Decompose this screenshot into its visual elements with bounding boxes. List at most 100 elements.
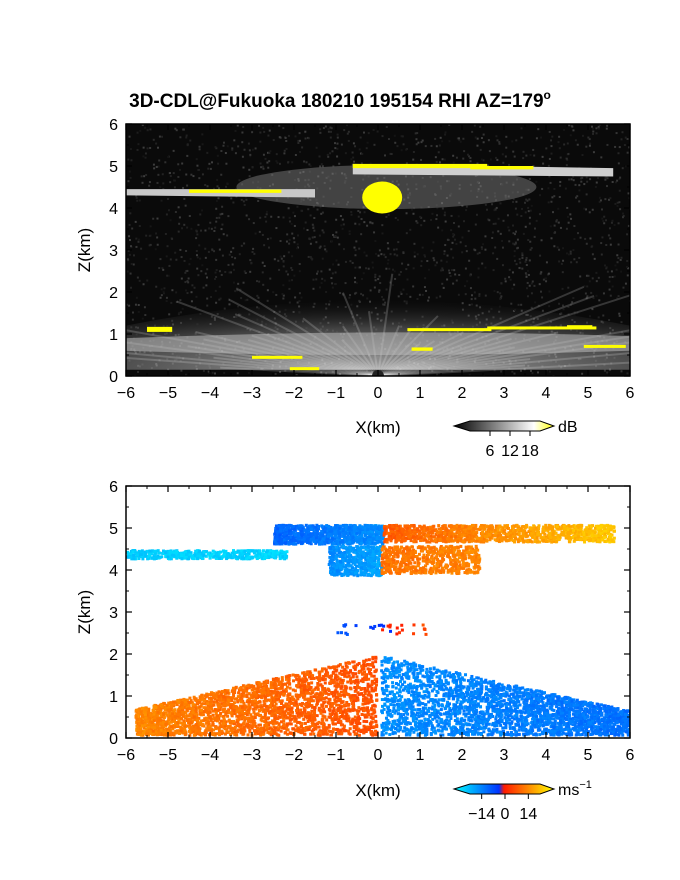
noise-pixel [477, 190, 480, 193]
velocity-pixel [472, 534, 476, 538]
velocity-pixel [370, 562, 374, 566]
velocity-pixel [574, 537, 578, 541]
noise-pixel [604, 176, 607, 179]
noise-pixel [206, 268, 209, 271]
high-reflectivity-patch [147, 326, 173, 332]
velocity-pixel [362, 546, 366, 550]
noise-pixel [569, 213, 572, 216]
noise-pixel [542, 278, 545, 281]
noise-pixel [548, 130, 551, 133]
noise-pixel [474, 174, 477, 177]
noise-pixel [321, 229, 324, 232]
velocity-pixel [518, 539, 522, 543]
noise-pixel [616, 201, 619, 204]
noise-pixel [430, 218, 433, 221]
noise-pixel [441, 158, 444, 161]
velocity-pixel [593, 537, 597, 541]
noise-pixel [128, 304, 131, 307]
noise-pixel [547, 272, 550, 275]
noise-pixel [431, 212, 434, 215]
noise-pixel [627, 224, 630, 227]
velocity-pixel [350, 529, 354, 533]
noise-pixel [347, 201, 350, 204]
noise-pixel [559, 180, 562, 183]
noise-pixel [621, 167, 624, 170]
noise-pixel [412, 150, 415, 153]
velocity-pixel [346, 549, 350, 553]
velocity-pixel [341, 540, 345, 544]
noise-pixel [457, 137, 460, 140]
velocity-pixel [479, 540, 483, 544]
high-reflectivity-patch [289, 367, 320, 371]
noise-pixel [578, 200, 581, 203]
velocity-pixel [496, 531, 500, 535]
noise-pixel [425, 289, 428, 292]
velocity-pixel [345, 541, 349, 545]
velocity-pixel [387, 535, 391, 539]
noise-pixel [580, 180, 583, 183]
noise-pixel [515, 263, 518, 266]
noise-pixel [218, 248, 221, 251]
noise-pixel [185, 173, 188, 176]
noise-pixel [443, 253, 446, 256]
noise-pixel [218, 285, 221, 288]
noise-pixel [481, 247, 484, 250]
noise-pixel [581, 372, 584, 375]
noise-pixel [319, 131, 322, 134]
chart-title: 3D-CDL@Fukuoka 180210 195154 RHI AZ=179o [129, 88, 551, 112]
top-x-tick-label: 0 [374, 385, 383, 402]
noise-pixel [165, 300, 168, 303]
noise-pixel [567, 152, 570, 155]
noise-pixel [254, 147, 257, 150]
noise-pixel [607, 198, 610, 201]
noise-pixel [532, 165, 535, 168]
noise-pixel [288, 279, 291, 282]
velocity-pixel [412, 524, 416, 528]
noise-pixel [253, 252, 256, 255]
noise-pixel [371, 266, 374, 269]
velocity-pixel [571, 528, 575, 532]
velocity-pixel [450, 532, 454, 536]
velocity-pixel [582, 533, 586, 537]
noise-pixel [312, 205, 315, 208]
velocity-pixel [359, 573, 363, 577]
noise-pixel [430, 249, 433, 252]
noise-pixel [308, 185, 311, 188]
velocity-pixel [515, 524, 519, 528]
noise-pixel [525, 275, 528, 278]
noise-pixel [293, 224, 296, 227]
noise-pixel [215, 220, 218, 223]
noise-pixel [621, 131, 624, 134]
noise-pixel [484, 248, 487, 251]
velocity-pixel [426, 533, 430, 537]
velocity-pixel [366, 536, 370, 540]
noise-pixel [550, 145, 553, 148]
noise-pixel [360, 218, 363, 221]
noise-pixel [283, 152, 286, 155]
noise-pixel [569, 252, 572, 255]
noise-pixel [420, 260, 423, 263]
velocity-pixel [474, 527, 478, 531]
noise-pixel [446, 180, 449, 183]
noise-pixel [526, 281, 529, 284]
noise-pixel [567, 221, 570, 224]
noise-pixel [282, 216, 285, 219]
noise-pixel [469, 183, 472, 186]
noise-pixel [614, 181, 617, 184]
velocity-pixel [347, 561, 351, 565]
velocity-pixel [494, 526, 498, 530]
noise-pixel [522, 157, 525, 160]
noise-pixel [294, 135, 297, 138]
high-reflectivity-patch [189, 189, 282, 193]
noise-pixel [513, 255, 516, 258]
noise-pixel [511, 271, 514, 274]
velocity-pixel [508, 536, 512, 540]
noise-pixel [199, 257, 202, 260]
noise-pixel [209, 221, 212, 224]
noise-pixel [334, 235, 337, 238]
noise-pixel [559, 226, 562, 229]
velocity-pixel [516, 538, 520, 542]
noise-pixel [249, 155, 252, 158]
noise-pixel [591, 277, 594, 280]
noise-pixel [265, 210, 268, 213]
